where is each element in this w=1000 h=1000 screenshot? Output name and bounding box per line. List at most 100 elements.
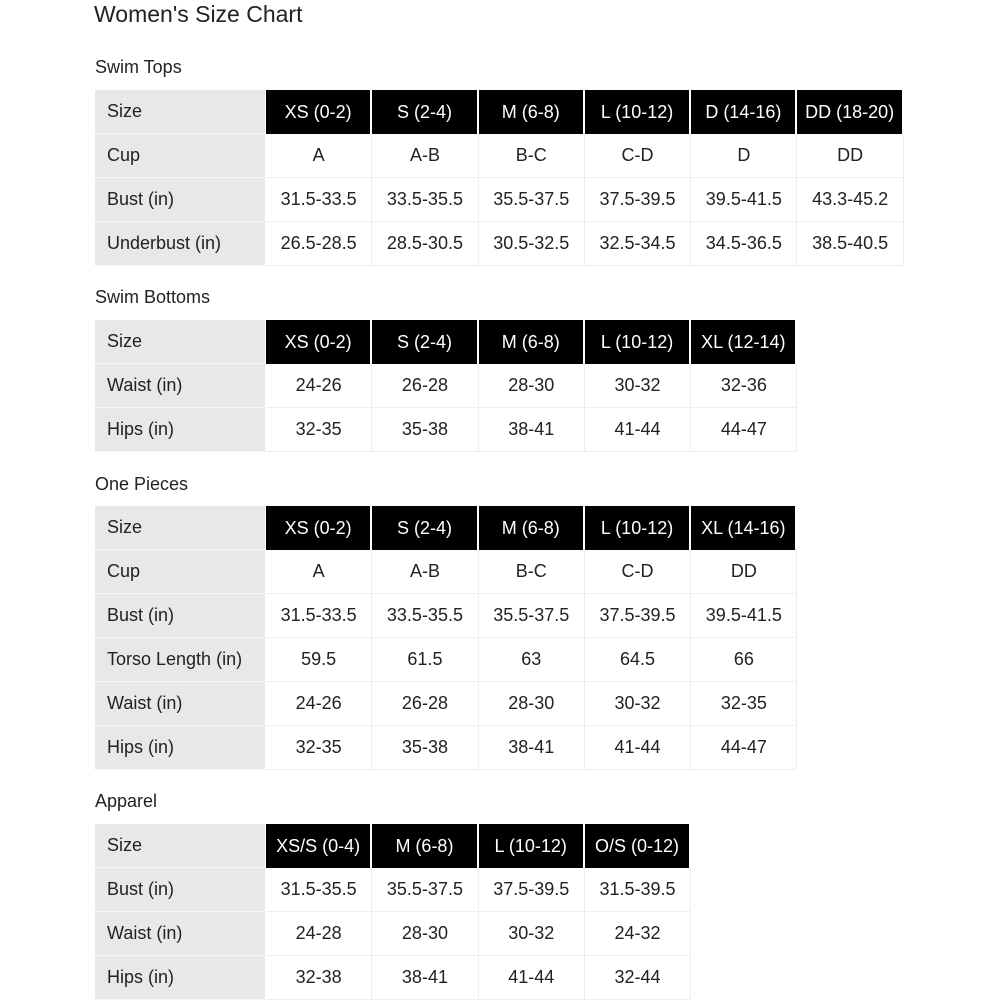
table-cell: 26-28 xyxy=(372,682,479,726)
table-cell: 31.5-35.5 xyxy=(266,868,373,912)
table-cell: 59.5 xyxy=(266,638,373,682)
table-row: Hips (in) 32-35 35-38 38-41 41-44 44-47 xyxy=(95,408,798,452)
table-cell: 28-30 xyxy=(478,682,585,726)
table-cell: 35-38 xyxy=(372,726,479,770)
table-cell: 24-26 xyxy=(266,364,373,408)
swim-bottoms-table: Size XS (0-2) S (2-4) M (6-8) L (10-12) XL (1… xyxy=(95,320,798,452)
table-cell: DD xyxy=(691,550,798,594)
table-cell: 33.5-35.5 xyxy=(372,178,479,222)
table-cell: 30.5-32.5 xyxy=(478,222,585,266)
row-label: Size xyxy=(95,320,266,364)
table-cell: D xyxy=(691,134,798,178)
row-label: Cup xyxy=(95,134,266,178)
table-cell: 32-38 xyxy=(266,956,373,1000)
table-cell: 32-44 xyxy=(584,956,692,1000)
table-cell: C-D xyxy=(584,134,692,178)
row-label: Bust (in) xyxy=(95,594,266,638)
table-row: Waist (in) 24-28 28-30 30-32 24-32 xyxy=(95,912,692,956)
size-header-cell: S (2-4) xyxy=(372,320,479,364)
size-header-cell: M (6-8) xyxy=(478,506,585,550)
table-cell: 28-30 xyxy=(372,912,479,956)
table-cell: 66 xyxy=(691,638,798,682)
table-cell: 44-47 xyxy=(691,726,798,770)
table-cell: 32-35 xyxy=(691,682,798,726)
table-cell: 32-36 xyxy=(691,364,798,408)
table-cell: 44-47 xyxy=(691,408,798,452)
table-cell: 63 xyxy=(478,638,585,682)
table-cell: 37.5-39.5 xyxy=(478,868,585,912)
apparel-heading: Apparel xyxy=(95,791,158,811)
table-cell: A-B xyxy=(372,550,479,594)
table-cell: 30-32 xyxy=(478,912,585,956)
table-cell: C-D xyxy=(584,550,692,594)
row-label: Torso Length (in) xyxy=(95,638,266,682)
table-cell: DD xyxy=(797,134,904,178)
table-row: Hips (in) 32-38 38-41 41-44 32-44 xyxy=(95,956,692,1000)
table-cell: 28.5-30.5 xyxy=(372,222,479,266)
one-pieces-table: Size XS (0-2) S (2-4) M (6-8) L (10-12) XL (1… xyxy=(95,506,798,770)
table-cell: 35-38 xyxy=(372,408,479,452)
size-header-cell: XS (0-2) xyxy=(266,506,373,550)
size-header-cell: M (6-8) xyxy=(372,824,479,868)
table-cell: 41-44 xyxy=(584,726,692,770)
table-cell: 32.5-34.5 xyxy=(584,222,692,266)
size-header-cell: XS (0-2) xyxy=(266,90,373,134)
size-header-cell: DD (18-20) xyxy=(797,90,904,134)
table-cell: 31.5-33.5 xyxy=(266,594,373,638)
table-cell: 26-28 xyxy=(372,364,479,408)
table-row: Waist (in) 24-26 26-28 28-30 30-32 32-35 xyxy=(95,682,798,726)
size-header-cell: L (10-12) xyxy=(584,320,692,364)
table-cell: 33.5-35.5 xyxy=(372,594,479,638)
table-row: Bust (in) 31.5-35.5 35.5-37.5 37.5-39.5 31.5… xyxy=(95,868,692,912)
table-row: Cup A A-B B-C C-D DD xyxy=(95,550,798,594)
table-row: Torso Length (in) 59.5 61.5 63 64.5 66 xyxy=(95,638,798,682)
size-header-cell: L (10-12) xyxy=(584,506,692,550)
table-cell: 32-35 xyxy=(266,726,373,770)
row-label: Waist (in) xyxy=(95,682,266,726)
size-header-cell: D (14-16) xyxy=(691,90,798,134)
table-cell: 38-41 xyxy=(478,726,585,770)
one-pieces-heading: One Pieces xyxy=(95,474,189,494)
table-cell: 41-44 xyxy=(584,408,692,452)
table-cell: 35.5-37.5 xyxy=(478,178,585,222)
apparel-table: Size XS/S (0-4) M (6-8) L (10-12) O/S (0-12)… xyxy=(95,824,692,1000)
swim-tops-heading: Swim Tops xyxy=(95,57,182,77)
size-header-cell: XS (0-2) xyxy=(266,320,373,364)
table-row: Waist (in) 24-26 26-28 28-30 30-32 32-36 xyxy=(95,364,798,408)
table-cell: 37.5-39.5 xyxy=(584,594,692,638)
table-header-row: Size XS (0-2) S (2-4) M (6-8) L (10-12) XL (1… xyxy=(95,506,798,550)
table-row: Cup A A-B B-C C-D D DD xyxy=(95,134,904,178)
table-cell: 30-32 xyxy=(584,364,692,408)
table-cell: 34.5-36.5 xyxy=(691,222,798,266)
size-header-cell: S (2-4) xyxy=(372,90,479,134)
table-row: Hips (in) 32-35 35-38 38-41 41-44 44-47 xyxy=(95,726,798,770)
swim-tops-table: Size XS (0-2) S (2-4) M (6-8) L (10-12) D (14… xyxy=(95,90,904,266)
table-cell: 28-30 xyxy=(478,364,585,408)
size-header-cell: O/S (0-12) xyxy=(584,824,692,868)
table-cell: 41-44 xyxy=(478,956,585,1000)
page-title: Women's Size Chart xyxy=(94,1,303,27)
table-cell: 64.5 xyxy=(584,638,692,682)
table-cell: 43.3-45.2 xyxy=(797,178,904,222)
size-header-cell: M (6-8) xyxy=(478,320,585,364)
row-label: Bust (in) xyxy=(95,868,266,912)
table-cell: 38.5-40.5 xyxy=(797,222,904,266)
swim-bottoms-heading: Swim Bottoms xyxy=(95,287,211,307)
table-cell: 24-26 xyxy=(266,682,373,726)
table-row: Bust (in) 31.5-33.5 33.5-35.5 35.5-37.5 37.5… xyxy=(95,594,798,638)
row-label: Size xyxy=(95,824,266,868)
table-cell: 38-41 xyxy=(478,408,585,452)
size-header-cell: S (2-4) xyxy=(372,506,479,550)
row-label: Waist (in) xyxy=(95,364,266,408)
table-header-row: Size XS (0-2) S (2-4) M (6-8) L (10-12) XL (1… xyxy=(95,320,798,364)
row-label: Hips (in) xyxy=(95,408,266,452)
table-header-row: Size XS/S (0-4) M (6-8) L (10-12) O/S (0-12) xyxy=(95,824,692,868)
size-header-cell: XL (12-14) xyxy=(691,320,798,364)
table-row: Underbust (in) 26.5-28.5 28.5-30.5 30.5-32.… xyxy=(95,222,904,266)
row-label: Hips (in) xyxy=(95,726,266,770)
row-label: Waist (in) xyxy=(95,912,266,956)
row-label: Bust (in) xyxy=(95,178,266,222)
table-cell: 30-32 xyxy=(584,682,692,726)
row-label: Size xyxy=(95,506,266,550)
row-label: Cup xyxy=(95,550,266,594)
